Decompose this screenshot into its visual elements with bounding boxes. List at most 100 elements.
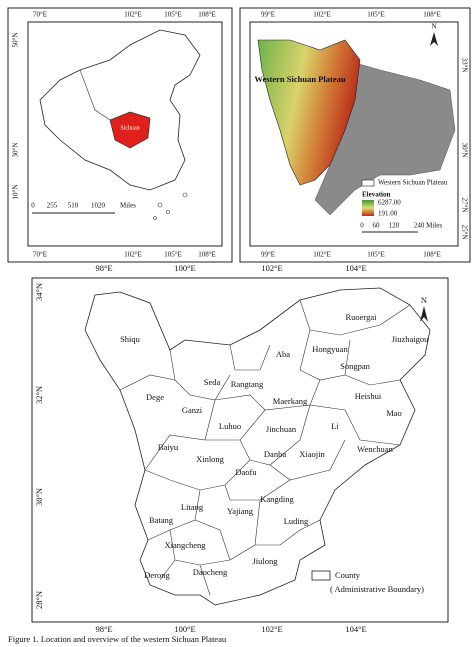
county-label: Jiulong <box>252 556 278 566</box>
county-label: Danba <box>264 449 286 459</box>
county-label: Xinlong <box>196 454 225 464</box>
county-label: Dege <box>146 392 164 402</box>
left-tick-label: 32°N <box>34 386 44 404</box>
left-tick-label: 34°N <box>34 283 44 301</box>
top-tick-label: 105°E <box>164 11 182 19</box>
bottom-tick-label: 105°E <box>164 251 182 259</box>
legend-gradient <box>362 200 374 216</box>
bottom-tick-label: 108°E <box>423 251 441 259</box>
caption: Figure 1. Location and overview of the w… <box>8 634 227 644</box>
north-arrow <box>430 32 438 46</box>
bottom-tick-label: 104°E <box>345 624 366 634</box>
left-tick-label: 28°N <box>34 591 44 609</box>
bottom-tick-label: 98°E <box>95 624 112 634</box>
top-tick-label: 108°E <box>198 11 216 19</box>
scale-label: 255 <box>47 202 58 210</box>
left-tick-label: 30°N <box>34 488 44 506</box>
legend-low: 191.00 <box>378 210 398 218</box>
county-label: Baiyu <box>158 442 179 452</box>
bottom-tick-label: 102°E <box>124 251 142 259</box>
right-tick-label: 33°N <box>460 58 468 73</box>
bottom-tick-label: 102°E <box>313 251 331 259</box>
panel-a-map-frame <box>27 21 223 247</box>
county-label: Xiaojin <box>299 449 325 459</box>
scale-label: 0 <box>31 202 35 210</box>
panel-c-frame <box>31 277 449 623</box>
scale-label: 120 <box>389 222 400 230</box>
legend-elevation-title: Elevation <box>362 191 390 199</box>
county-label: Maerkang <box>273 396 308 406</box>
right-tick-label: 30°N <box>460 143 468 158</box>
scale-label: 240 Miles <box>414 222 442 230</box>
top-tick-label: 98°E <box>95 263 112 273</box>
county-label: Hongyuan <box>312 344 348 354</box>
bottom-tick-label: 99°E <box>261 251 275 259</box>
left-tick-label: 50°N <box>12 33 20 48</box>
region-label: Sichuan <box>120 125 139 131</box>
islands <box>153 192 188 220</box>
county-label: Jinchuan <box>266 424 297 434</box>
county-label: Kangding <box>260 494 294 504</box>
top-tick-label: 100°E <box>174 263 195 273</box>
county-label: Yajiang <box>227 506 254 516</box>
bottom-tick-label: 108°E <box>198 251 216 259</box>
top-tick-label: 102°E <box>124 11 142 19</box>
county-label: Batang <box>149 515 174 525</box>
county-label: Derong <box>144 570 170 580</box>
north-label: N <box>421 295 427 305</box>
panel-a-frame <box>7 7 233 263</box>
county-boundaries <box>119 299 411 596</box>
plateau-label: Western Sichuan Plateau <box>254 74 345 84</box>
county-label: Daofu <box>235 467 257 477</box>
county-label: Li <box>331 421 339 431</box>
county-label: Aba <box>276 349 290 359</box>
left-tick-label: 10°N <box>12 185 20 200</box>
county-label: Mao <box>386 408 402 418</box>
bottom-tick-label: 105°E <box>367 251 385 259</box>
left-tick-label: 30°N <box>12 143 20 158</box>
panel-b-map-frame <box>249 21 459 247</box>
china-outline <box>39 29 201 191</box>
top-tick-label: 70°E <box>33 11 47 19</box>
top-tick-label: 108°E <box>423 11 441 19</box>
county-label: Daocheng <box>193 567 228 577</box>
north-label: N <box>431 23 436 31</box>
bottom-tick-label: 102°E <box>261 624 282 634</box>
top-tick-label: 105°E <box>367 11 385 19</box>
scale-label: 0 <box>360 222 364 230</box>
legend-boundary: Western Sichuan Plateau <box>378 179 448 187</box>
county-label: Rangtang <box>231 379 264 389</box>
county-label: Xiangcheng <box>164 540 206 550</box>
county-label: Ganzi <box>182 405 203 415</box>
county-label: Wenchuan <box>357 444 393 454</box>
bottom-tick-label: 100°E <box>174 624 195 634</box>
county-label: Luhuo <box>219 421 241 431</box>
top-tick-label: 102°E <box>261 263 282 273</box>
plateau-outline <box>84 287 431 606</box>
legend-high: 6287.00 <box>378 199 401 207</box>
legend-note: ( Administrative Boundary) <box>330 584 424 594</box>
legend-county-swatch <box>311 570 331 581</box>
county-label: Seda <box>204 377 221 387</box>
county-label: Litang <box>181 502 204 512</box>
top-tick-label: 102°E <box>313 11 331 19</box>
top-tick-label: 99°E <box>261 11 275 19</box>
scale-label: 60 <box>373 222 381 230</box>
province-lines <box>79 69 111 121</box>
right-tick-label: 25°N <box>460 225 468 240</box>
panel-b-frame <box>239 7 471 263</box>
county-label: Ruoergai <box>345 312 377 322</box>
county-label: Shiqu <box>120 334 141 344</box>
scale-label: 1020 <box>91 202 106 210</box>
top-tick-label: 104°E <box>345 263 366 273</box>
right-tick-label: 27°N <box>460 198 468 213</box>
bottom-tick-label: 70°E <box>33 251 47 259</box>
legend-boundary-swatch <box>361 179 375 187</box>
scale-label: Miles <box>120 202 136 210</box>
county-label: Songpan <box>340 361 371 371</box>
county-label: Heishui <box>355 391 382 401</box>
county-label: Luding <box>284 516 309 526</box>
legend-county: County <box>335 570 361 580</box>
county-label: Jiuzhaigou <box>392 334 430 344</box>
